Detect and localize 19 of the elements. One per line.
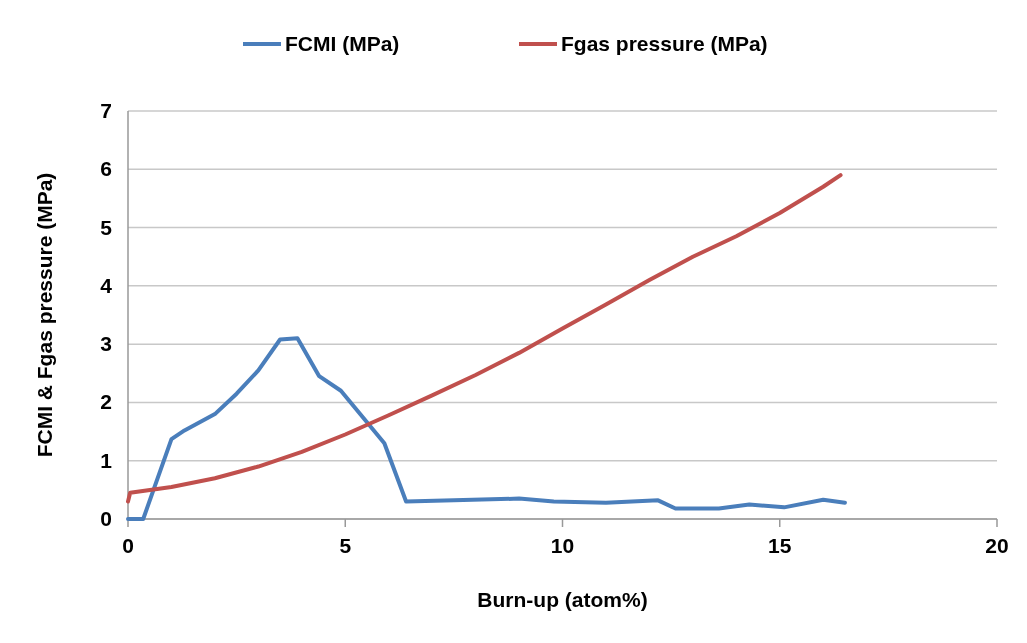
x-tick-label: 5 [339, 534, 352, 557]
y-tick-label: 3 [100, 332, 112, 356]
x-tick-label: 0 [122, 534, 134, 557]
y-tick-label: 6 [100, 157, 112, 181]
y-tick-label: 5 [100, 215, 113, 239]
y-tick-label: 2 [100, 390, 112, 414]
x-axis-title: Burn-up (atom%) [477, 588, 648, 611]
line-series [126, 336, 847, 521]
y-tick-label: 4 [100, 273, 113, 297]
y-tick-label: 7 [100, 99, 112, 122]
y-axis-title: FCMI & Fgas pressure (MPa) [33, 172, 56, 458]
line-series [126, 173, 843, 504]
y-tick-label: 1 [100, 448, 113, 472]
x-tick-label: 15 [768, 534, 792, 557]
x-tick-label: 20 [985, 534, 1009, 557]
legend-label: FCMI (MPa) [285, 32, 400, 55]
x-tick-label: 10 [550, 534, 575, 557]
legend-label: Fgas pressure (MPa) [561, 32, 768, 55]
y-tick-label: 0 [100, 507, 112, 530]
